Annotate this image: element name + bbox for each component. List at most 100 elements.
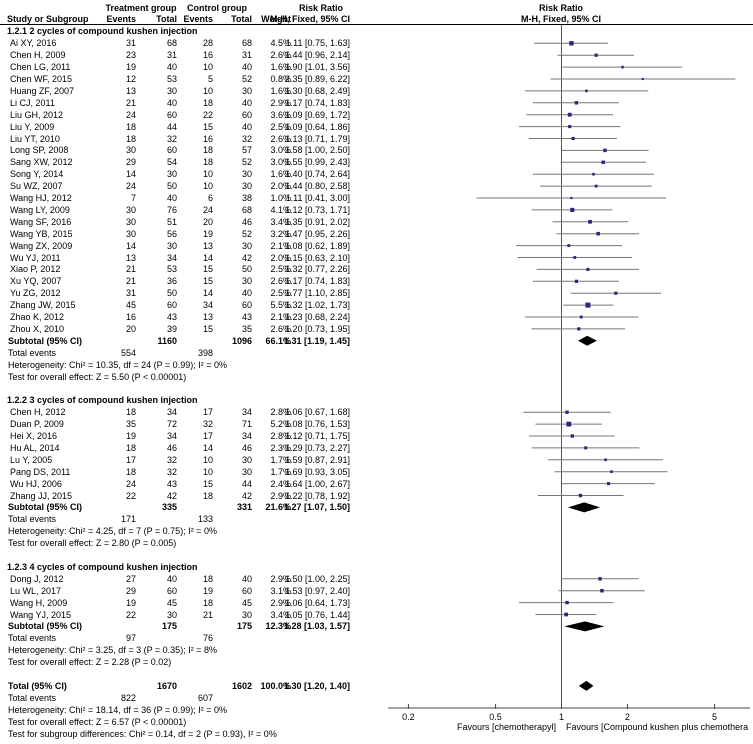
total-treatment-value: 30	[166, 169, 177, 180]
events-treatment-value: 45	[125, 300, 136, 311]
total-control-value: 30	[241, 454, 252, 465]
study-name: Zhang JJ, 2015	[10, 490, 73, 501]
events-control-value: 15	[202, 121, 213, 132]
events-control-value: 18	[202, 490, 213, 501]
weight-value: 1.7%	[270, 454, 291, 465]
total-treatment-value: 60	[166, 109, 177, 120]
total-control-value: 1602	[231, 680, 252, 691]
total-treatment-value: 335	[161, 502, 177, 513]
total-treatment-value: 54	[166, 157, 177, 168]
risk-ratio-ci-text: 1.30 [0.68, 2.49]	[284, 85, 350, 96]
risk-ratio-ci-text: 1.58 [1.00, 2.50]	[284, 145, 350, 156]
total-treatment-value: 46	[166, 442, 177, 453]
total-events-label: Total events	[8, 347, 57, 358]
risk-ratio-ci-text: 1.44 [0.96, 2.14]	[284, 50, 350, 61]
effect-marker	[564, 612, 568, 617]
total-control-value: 60	[241, 585, 252, 596]
heterogeneity-note: Heterogeneity: Chi² = 10.35, df = 24 (P …	[8, 359, 227, 370]
risk-ratio-ci-text: 1.32 [1.02, 1.73]	[284, 300, 350, 311]
weight-value: 3.1%	[270, 585, 291, 596]
events-treatment-value: 24	[125, 181, 136, 192]
weight-value: 2.8%	[270, 431, 291, 441]
events-control-value: 10	[202, 85, 213, 96]
total-control-value: 71	[241, 419, 252, 430]
risk-ratio-ci-text: 1.44 [0.80, 2.58]	[284, 181, 350, 192]
study-name: Wang SF, 2016	[10, 216, 72, 227]
weight-value: 2.5%	[270, 264, 291, 275]
effect-marker	[578, 493, 583, 498]
total-treatment-value: 32	[166, 454, 177, 465]
total-treatment-value: 34	[166, 252, 177, 263]
total-treatment-value: 175	[161, 621, 177, 632]
weight-value: 2.4%	[270, 478, 291, 489]
favours-right-label: Favours [Compound kushen plus chemothera	[566, 722, 749, 732]
events-control-value: 24	[202, 204, 213, 215]
overall-effect-note: Test for overall effect: Z = 6.57 (P < 0…	[8, 716, 187, 727]
total-control-header: Total	[231, 14, 252, 24]
total-control-value: 30	[241, 181, 252, 192]
weight-value: 2.3%	[270, 442, 291, 453]
events-treatment-value: 7	[130, 193, 136, 203]
weight-value: 1.6%	[270, 169, 291, 180]
total-treatment-value: 1670	[156, 680, 177, 691]
events-control-value: 18	[202, 97, 213, 108]
summary-diamond	[578, 335, 597, 346]
total-control-value: 60	[241, 109, 252, 120]
weight-value: 2.9%	[270, 97, 291, 108]
study-name: Chen H, 2009	[10, 50, 66, 61]
summary-diamond	[578, 680, 594, 691]
events-treatment-value: 14	[125, 240, 136, 251]
risk-ratio-column-header: Risk Ratio	[298, 3, 344, 13]
events-control-value: 10	[202, 181, 213, 192]
weight-value: 21.6%	[265, 502, 291, 513]
risk-ratio-ci-text: 1.15 [0.63, 2.10]	[284, 252, 350, 263]
total-control-value: 30	[241, 466, 252, 477]
study-name: Chen LG, 2011	[10, 62, 71, 73]
total-control-value: 35	[241, 323, 252, 334]
total-events-control: 607	[197, 692, 213, 703]
total-events-treatment: 171	[120, 514, 136, 525]
study-name: Lu Y, 2005	[10, 454, 53, 465]
total-control-value: 32	[241, 133, 252, 144]
effect-marker	[585, 302, 591, 308]
weight-value: 4.5%	[270, 38, 291, 49]
study-name: Li CJ, 2011	[10, 97, 55, 108]
study-name: Hu AL, 2014	[10, 442, 60, 453]
weight-value: 5.2%	[270, 419, 291, 430]
events-treatment-value: 30	[125, 204, 136, 215]
study-name: Pang DS, 2011	[10, 466, 71, 477]
study-name: Su WZ, 2007	[10, 181, 63, 192]
study-name: Sang XW, 2012	[10, 157, 73, 168]
study-name: Wang LY, 2009	[10, 204, 70, 215]
total-control-value: 1096	[231, 335, 252, 346]
total-control-value: 175	[236, 621, 252, 632]
effect-marker	[641, 77, 644, 81]
total-treatment-value: 39	[166, 323, 177, 334]
risk-ratio-ci-text: 1.22 [0.78, 1.92]	[284, 490, 350, 501]
total-treatment-value: 60	[166, 145, 177, 156]
total-treatment-value: 50	[166, 288, 177, 299]
risk-ratio-ci-text: 1.32 [0.77, 2.26]	[284, 264, 350, 275]
summary-diamond	[564, 621, 605, 632]
subgroup-title: 1.2.1 2 cycles of compound kushen inject…	[7, 26, 198, 37]
weight-value: 3.0%	[270, 157, 291, 168]
total-events-label: Total events	[8, 692, 57, 703]
total-treatment-value: 40	[166, 97, 177, 108]
total-control-value: 30	[241, 240, 252, 251]
study-name: Wang HJ, 2012	[10, 193, 72, 203]
effect-marker	[614, 291, 618, 295]
weight-value: 3.4%	[270, 216, 291, 227]
risk-ratio-ci-text: 1.05 [0.76, 1.44]	[284, 609, 350, 620]
study-name: Liu GH, 2012	[10, 109, 64, 120]
risk-ratio-ci-text: 1.40 [0.74, 2.64]	[284, 169, 350, 180]
effect-marker	[574, 279, 579, 283]
events-treatment-value: 30	[125, 228, 136, 239]
total-treatment-value: 36	[166, 276, 177, 287]
events-treatment-value: 19	[125, 62, 136, 73]
events-treatment-value: 17	[125, 454, 136, 465]
events-treatment-value: 30	[125, 145, 136, 156]
risk-ratio-ci-text: 1.30 [1.20, 1.40]	[283, 680, 350, 691]
total-treatment-value: 32	[166, 133, 177, 144]
total-treatment-value: 30	[166, 85, 177, 96]
weight-value: 4.1%	[270, 204, 291, 215]
